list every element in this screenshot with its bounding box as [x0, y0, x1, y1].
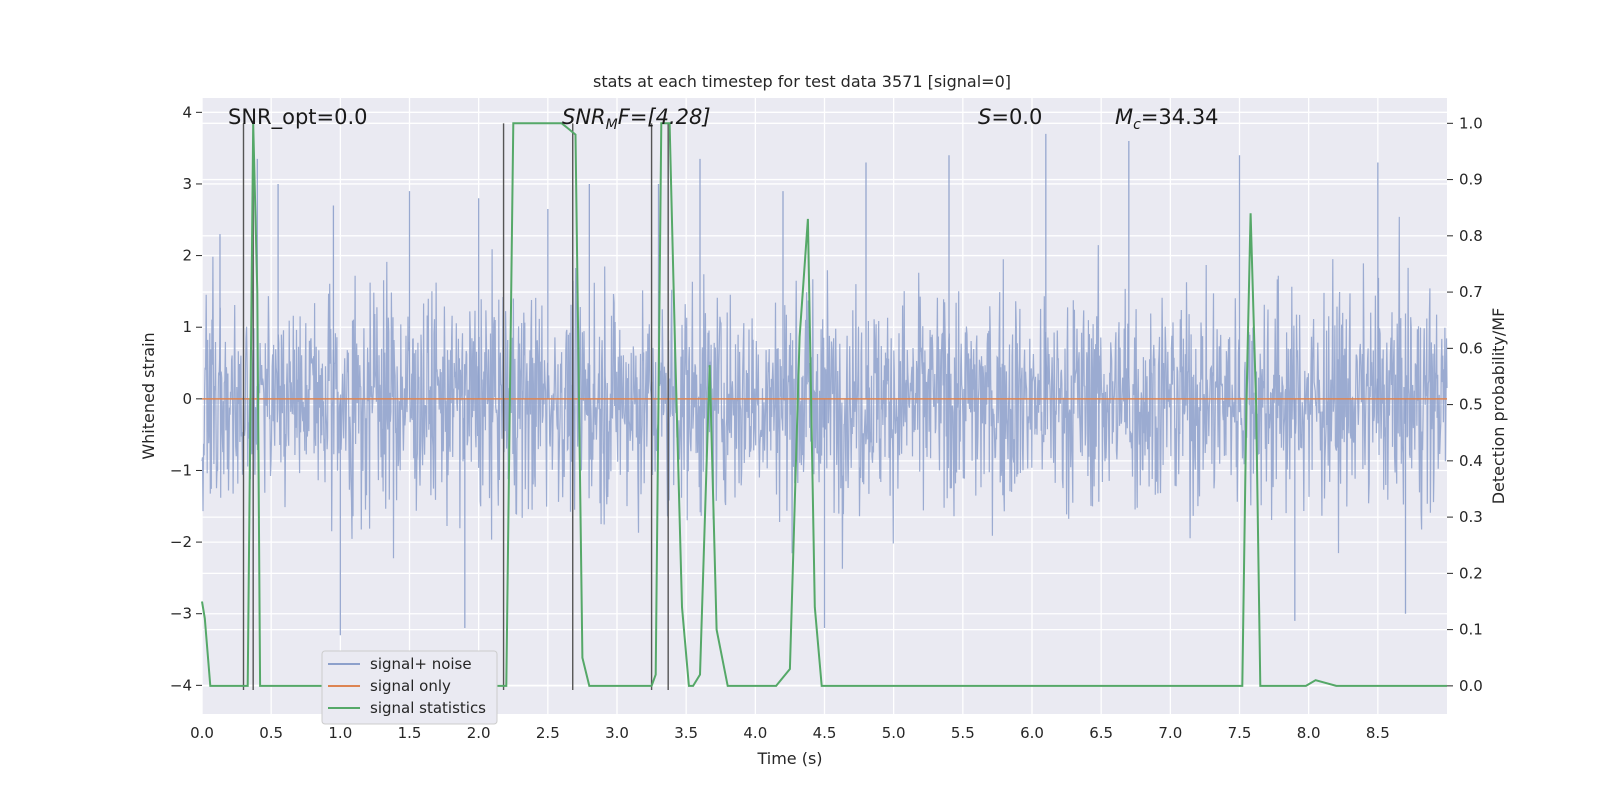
mc-rest: =34.34 [1141, 105, 1219, 129]
x-tick-label: 1.5 [398, 724, 422, 742]
y-right-tick-label: 0.0 [1459, 677, 1483, 695]
y-tick-label: −2 [170, 533, 192, 551]
legend-label-signal-only: signal only [370, 677, 451, 695]
y-right-tick-label: 0.2 [1459, 564, 1483, 582]
y-right-tick-label: 0.1 [1459, 621, 1483, 639]
x-tick-label: 5.0 [882, 724, 906, 742]
x-tick-label: 0.5 [259, 724, 283, 742]
x-tick-label: 6.5 [1089, 724, 1113, 742]
y-axis-right-label: Detection probability/MF [1489, 308, 1508, 505]
y-tick-label: −4 [170, 676, 192, 694]
legend-box [321, 650, 498, 725]
y-right-tick-label: 0.7 [1459, 283, 1483, 301]
x-tick-label: 8.5 [1366, 724, 1390, 742]
x-tick-label: 2.5 [536, 724, 560, 742]
y-tick-label: 4 [182, 103, 192, 121]
series-signal-statistics [201, 122, 1447, 687]
y-right-tick-label: 0.6 [1459, 339, 1483, 357]
y-right-tick-label: 0.4 [1459, 452, 1483, 470]
plot-area: 0.0 0.5 1.0 1.5 2.0 2.5 3.0 3.5 4.0 4.5 5.0 5.5 6.0 6… [170, 98, 1483, 742]
y-right-tick-label: 0.3 [1459, 508, 1483, 526]
x-tick-label: 4.0 [743, 724, 767, 742]
x-tick-label: 7.0 [1158, 724, 1182, 742]
x-tick-label: 1.0 [328, 724, 352, 742]
chart-title: stats at each timestep for test data 357… [593, 72, 1011, 91]
x-tick-label: 4.5 [813, 724, 837, 742]
legend: signal+ noise signal only signal statist… [321, 650, 498, 725]
y-tick-label: 1 [182, 318, 192, 336]
mc-annotation: Mc=34.34 [1115, 105, 1219, 133]
snr-mf-main: SNR [562, 105, 606, 129]
y-tick-label: 2 [182, 247, 192, 265]
snr-mf-subscript: M [606, 117, 618, 133]
snr-opt-annotation: SNR_opt=0.0 [228, 105, 368, 130]
snr-mf-annotation: SNRMF=[4.28] [562, 105, 711, 133]
x-tick-label: 0.0 [190, 724, 214, 742]
legend-label-signal-noise: signal+ noise [370, 655, 472, 673]
y-right-tick-label: 0.8 [1459, 227, 1483, 245]
y-tick-label: −1 [170, 461, 192, 479]
x-tick-label: 3.5 [674, 724, 698, 742]
x-tick-label: 6.0 [1020, 724, 1044, 742]
x-tick-label: 2.0 [467, 724, 491, 742]
s-annotation: S=0.0 [978, 105, 1042, 129]
snr-mf-rest: F=[4.28] [618, 105, 711, 129]
y-right-tick-label: 0.5 [1459, 396, 1483, 414]
s-main: S [978, 105, 991, 129]
s-rest: =0.0 [991, 105, 1042, 129]
mc-main: M [1115, 105, 1133, 129]
y-tick-label: −3 [170, 605, 192, 623]
mc-subscript: c [1133, 117, 1141, 133]
x-tick-label: 7.5 [1228, 724, 1252, 742]
x-axis-label: Time (s) [756, 749, 822, 768]
y-tick-label: 3 [182, 175, 192, 193]
x-tick-label: 8.0 [1297, 724, 1321, 742]
y-right-tick-label: 0.9 [1459, 171, 1483, 189]
y-right-tick-label: 1.0 [1459, 114, 1483, 132]
y-tick-label: 0 [182, 390, 192, 408]
legend-label-signal-statistics: signal statistics [370, 699, 486, 717]
y-axis-label: Whitened strain [139, 332, 158, 459]
x-tick-label: 5.5 [951, 724, 975, 742]
x-tick-label: 3.0 [605, 724, 629, 742]
